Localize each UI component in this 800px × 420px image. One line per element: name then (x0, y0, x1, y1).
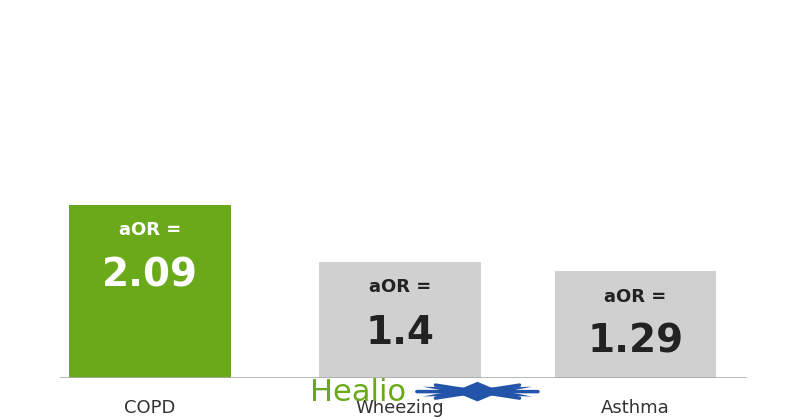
Text: Wheezing: Wheezing (356, 399, 444, 417)
FancyBboxPatch shape (554, 271, 717, 378)
Text: aOR =: aOR = (118, 221, 181, 239)
FancyBboxPatch shape (319, 262, 481, 378)
Text: 1.4: 1.4 (366, 314, 434, 352)
FancyBboxPatch shape (69, 205, 230, 378)
Text: 2.09: 2.09 (102, 257, 198, 295)
Polygon shape (422, 382, 532, 402)
Text: aOR =: aOR = (369, 278, 431, 297)
Text: Risk for self-reported lung diseases/symptoms with low vitamin K: Risk for self-reported lung diseases/sym… (26, 43, 774, 63)
Text: levels (doubled dp-ucMGP plasma) in fully adjusted model:: levels (doubled dp-ucMGP plasma) in full… (64, 87, 736, 106)
Text: COPD: COPD (124, 399, 175, 417)
Text: 1.29: 1.29 (587, 323, 683, 361)
Text: Healio: Healio (310, 378, 406, 407)
Text: Asthma: Asthma (601, 399, 670, 417)
Text: aOR =: aOR = (604, 288, 666, 306)
